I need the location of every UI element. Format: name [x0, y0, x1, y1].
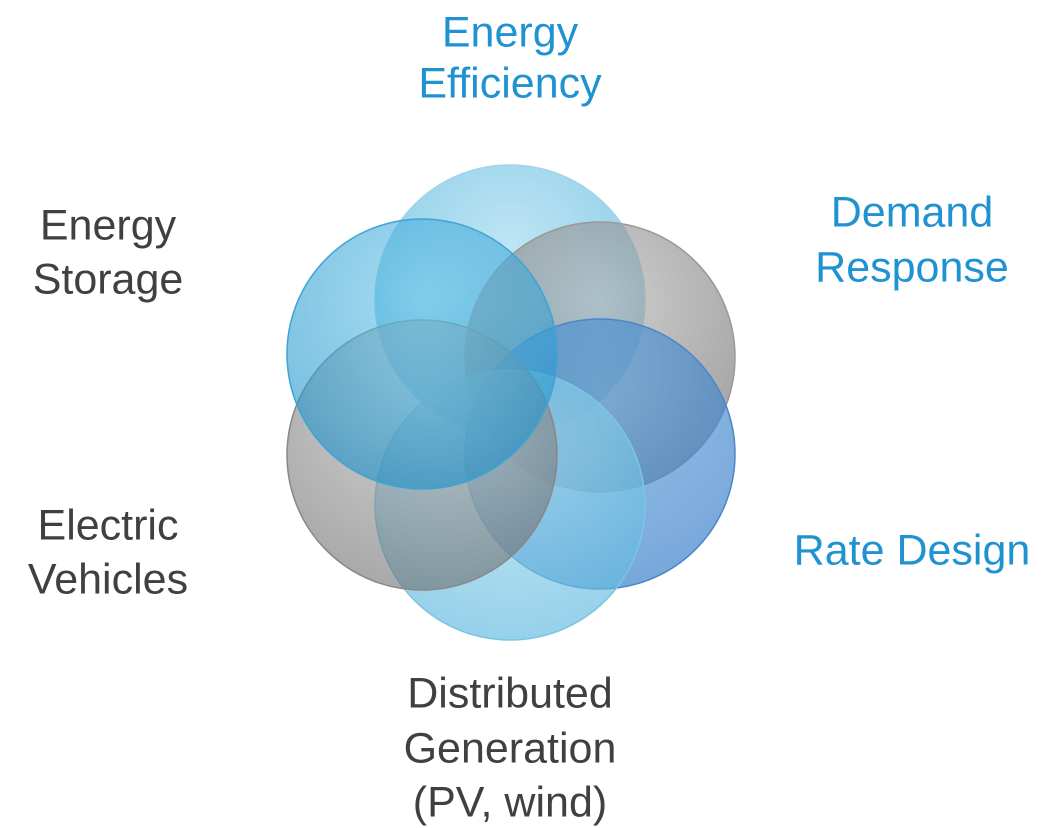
- label-line: Storage: [33, 255, 184, 303]
- label-line: Energy: [40, 201, 177, 249]
- label-line: Response: [815, 243, 1009, 291]
- label-line: Demand: [831, 188, 994, 236]
- label-line: Efficiency: [418, 59, 602, 107]
- label-line: Vehicles: [28, 555, 188, 603]
- label-line: Distributed: [407, 669, 613, 717]
- circle-energy-storage: [286, 218, 558, 490]
- label-line: Rate Design: [794, 526, 1031, 574]
- label-line: Generation: [404, 724, 617, 772]
- circles: [286, 164, 736, 641]
- label-line: Electric: [38, 501, 179, 549]
- label-line: (PV, wind): [413, 778, 607, 826]
- label-line: Energy: [442, 8, 579, 56]
- labels: Energy Efficiency Demand Response Rate D…: [28, 8, 1030, 826]
